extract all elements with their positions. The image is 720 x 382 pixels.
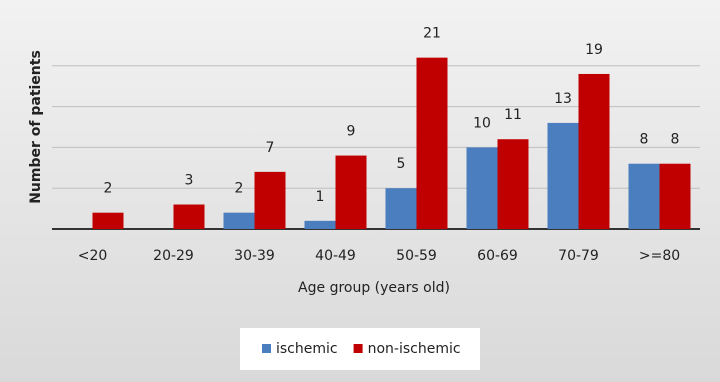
data-label: 7 xyxy=(266,140,275,156)
x-tick-label: 40-49 xyxy=(315,248,356,264)
data-label: 5 xyxy=(397,156,406,172)
bar xyxy=(254,171,286,229)
legend-swatch xyxy=(353,344,363,353)
bar xyxy=(335,155,367,229)
legend-swatch xyxy=(262,344,271,353)
x-tick-label: <20 xyxy=(78,248,108,264)
x-tick-label: 20-29 xyxy=(153,248,194,264)
data-label: 10 xyxy=(473,115,491,131)
bar xyxy=(628,163,660,229)
bar xyxy=(497,139,529,229)
bar xyxy=(223,212,255,229)
data-label: 2 xyxy=(104,181,113,197)
data-label: 8 xyxy=(671,132,680,148)
bar xyxy=(173,204,205,229)
data-label: 11 xyxy=(504,107,522,123)
bar xyxy=(385,188,417,229)
bar xyxy=(547,122,579,229)
legend-label: ischemic xyxy=(276,341,338,357)
x-tick-label: 70-79 xyxy=(558,248,599,264)
bar xyxy=(578,73,610,230)
data-label: 21 xyxy=(423,26,441,42)
data-label: 1 xyxy=(316,189,325,205)
x-tick-label: 30-39 xyxy=(234,248,275,264)
data-label: 9 xyxy=(347,124,356,140)
data-label: 8 xyxy=(640,132,649,148)
data-label: 2 xyxy=(235,181,244,197)
x-tick-label: 50-59 xyxy=(396,248,437,264)
legend-label: non-ischemic xyxy=(368,341,461,357)
bar xyxy=(659,163,691,229)
y-axis-label: Number of patients xyxy=(28,50,44,204)
x-tick-label: >=80 xyxy=(639,248,680,264)
data-label: 19 xyxy=(585,42,603,58)
data-label: 13 xyxy=(554,91,572,107)
bar xyxy=(92,212,124,229)
x-tick-label: 60-69 xyxy=(477,248,518,264)
x-axis-label: Age group (years old) xyxy=(298,280,450,296)
bar xyxy=(304,220,336,229)
data-label: 3 xyxy=(185,173,194,189)
bar xyxy=(416,57,448,229)
bar xyxy=(466,147,498,229)
